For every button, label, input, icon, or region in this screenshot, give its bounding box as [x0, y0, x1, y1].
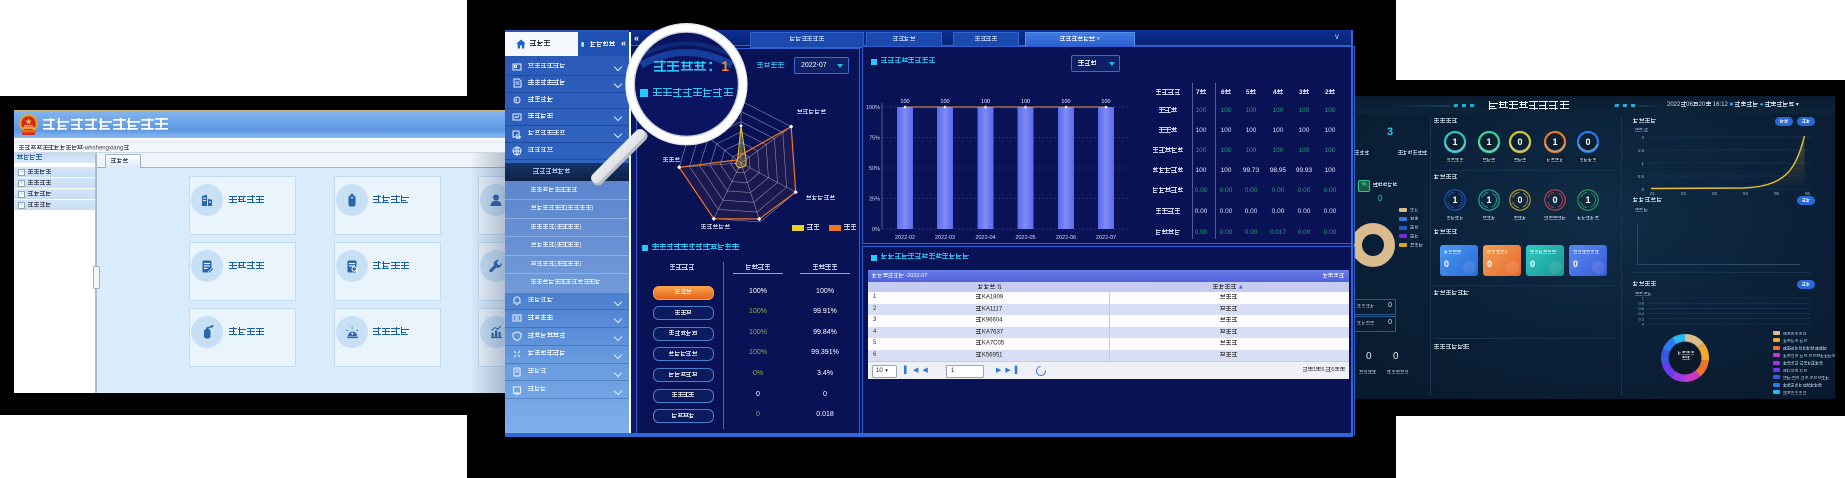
- svg-text:0.5: 0.5: [1638, 174, 1645, 179]
- svg-text:1: 1: [1486, 137, 1491, 147]
- svg-text:0: 0: [1552, 195, 1557, 205]
- svg-text:0: 0: [1517, 195, 1522, 205]
- svg-text:100: 100: [1061, 99, 1070, 105]
- svg-text:2022-04: 2022-04: [975, 235, 995, 241]
- svg-text:50%: 50%: [869, 166, 880, 172]
- svg-text:1: 1: [1486, 195, 1491, 205]
- svg-text:0.6: 0.6: [1638, 306, 1644, 311]
- svg-text:1: 1: [1452, 137, 1457, 147]
- svg-text:2022-02: 2022-02: [895, 235, 915, 241]
- svg-text:75%: 75%: [869, 136, 880, 142]
- svg-text:02: 02: [1681, 191, 1687, 196]
- svg-text:2022-05: 2022-05: [1015, 235, 1035, 241]
- svg-text:100%: 100%: [866, 105, 880, 111]
- svg-text:0: 0: [1641, 187, 1644, 192]
- svg-text:100: 100: [940, 99, 949, 105]
- svg-text:25%: 25%: [869, 197, 880, 203]
- svg-text:100: 100: [1101, 99, 1110, 105]
- svg-text:2022-07: 2022-07: [1096, 235, 1116, 241]
- svg-text:1: 1: [1585, 195, 1590, 205]
- svg-text:03: 03: [1712, 191, 1718, 196]
- svg-text:04: 04: [1743, 191, 1749, 196]
- svg-text:100: 100: [1021, 99, 1030, 105]
- svg-text:0: 0: [1585, 137, 1590, 147]
- svg-text:0.8: 0.8: [1638, 301, 1644, 306]
- svg-text:06: 06: [1805, 191, 1811, 196]
- svg-text:0: 0: [1642, 322, 1645, 327]
- svg-text:2: 2: [1641, 135, 1644, 140]
- svg-text:0%: 0%: [872, 227, 880, 233]
- svg-text:0: 0: [1517, 137, 1522, 147]
- svg-text:100: 100: [900, 99, 909, 105]
- svg-text:1: 1: [1452, 195, 1457, 205]
- svg-text:2022-03: 2022-03: [935, 235, 955, 241]
- svg-text:2022-06: 2022-06: [1056, 235, 1076, 241]
- svg-text:05: 05: [1774, 191, 1780, 196]
- svg-text:100: 100: [981, 99, 990, 105]
- svg-text:1: 1: [1641, 161, 1644, 166]
- svg-text:1: 1: [1552, 137, 1557, 147]
- svg-text:0.4: 0.4: [1638, 311, 1644, 316]
- svg-text:0.2: 0.2: [1638, 316, 1644, 321]
- svg-text:01: 01: [1650, 191, 1656, 196]
- svg-text:1.5: 1.5: [1638, 148, 1645, 153]
- svg-text:1: 1: [1642, 296, 1645, 301]
